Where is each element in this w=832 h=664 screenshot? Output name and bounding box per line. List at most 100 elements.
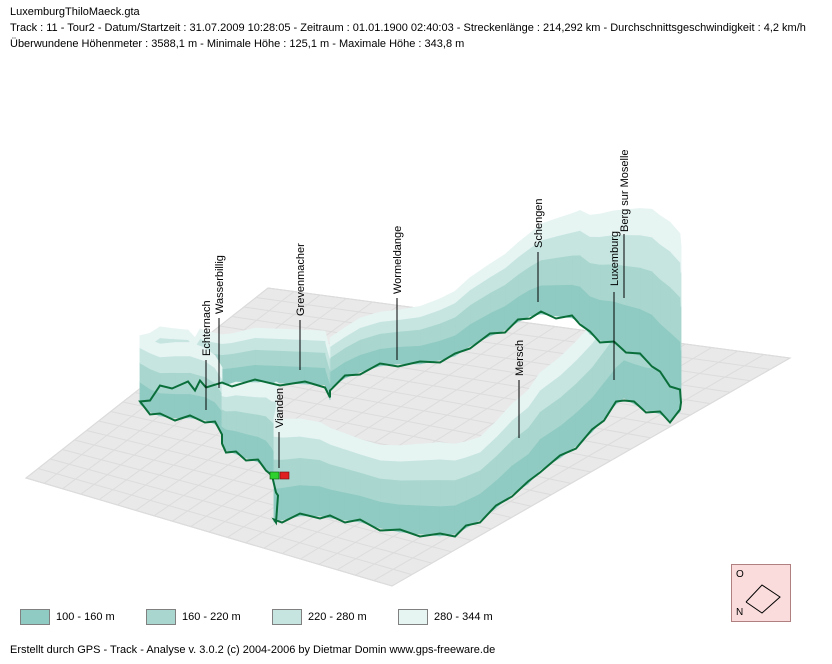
wall-band-segment [299, 484, 321, 517]
legend-label: 100 - 160 m [56, 611, 115, 623]
wall-band-segment [571, 209, 581, 233]
wall-band-segment [174, 393, 191, 419]
compass-top-letter: O [736, 569, 744, 580]
legend-label: 280 - 344 m [434, 611, 493, 623]
wall-band-segment [273, 436, 283, 460]
wall-band-segment [279, 328, 306, 341]
wall-band-segment [589, 236, 601, 265]
wall-band-segment [299, 457, 321, 487]
wall-band-segment [245, 395, 259, 415]
start-marker [269, 471, 280, 480]
wall-band-segment [304, 329, 326, 342]
wall-band-segment [555, 255, 573, 286]
wall-band-segment [245, 382, 259, 398]
wall-band-segment [235, 410, 247, 435]
grid-line [391, 357, 791, 587]
wall-band-segment [571, 254, 581, 287]
wall-band-segment [669, 331, 681, 393]
wall-band-segment [419, 504, 441, 537]
place-label: Vianden [274, 388, 286, 428]
wall-band-segment [279, 350, 306, 368]
wall-band-segment [379, 319, 399, 334]
wall-band-segment [379, 444, 401, 462]
place-label: Echternach [201, 300, 213, 356]
track-path [138, 310, 683, 538]
wall-band-segment [254, 327, 281, 340]
place-label: Grevenmacher [295, 243, 307, 316]
wall-band-segment [221, 395, 227, 412]
grid-line [255, 297, 771, 370]
wall-band-segment [171, 328, 189, 341]
wall-band-segment [319, 459, 331, 490]
wall-band-segment [659, 278, 671, 333]
wall-band-segment [299, 435, 321, 461]
wall-band-segment [589, 262, 601, 301]
wall-band-segment [454, 499, 467, 535]
wall-band-segment [615, 359, 625, 405]
wall-band-segment [159, 326, 173, 340]
wall-band-segment [439, 479, 456, 507]
wall-band-segment [245, 412, 259, 438]
wall-band-segment [159, 372, 176, 395]
wall-band-segment [399, 459, 421, 481]
wall-band-segment [299, 418, 321, 440]
legend-label: 160 - 220 m [182, 611, 241, 623]
wall-band-segment [221, 408, 227, 430]
wall-band-segment [454, 456, 467, 481]
end-marker [279, 471, 290, 480]
wall-band-segment [329, 463, 346, 493]
wall-band-segment [245, 433, 259, 463]
wall-band-segment [625, 265, 641, 310]
wall-band-segment [399, 443, 421, 462]
wall-band-segment [257, 414, 267, 441]
wall-band-segment [225, 394, 237, 412]
wall-band-segment [625, 304, 641, 357]
wall-band-segment [281, 435, 301, 460]
legend-label: 220 - 280 m [308, 611, 367, 623]
legend-swatch [20, 609, 50, 625]
wall-band-segment [221, 384, 227, 398]
wall-band-segment [379, 459, 401, 481]
legend-swatch [146, 609, 176, 625]
compass-box: O N [731, 564, 791, 622]
wall-band-segment [304, 339, 326, 353]
legend-swatch [398, 609, 428, 625]
grid-line [267, 287, 791, 359]
wall-band-segment [225, 428, 237, 455]
wall-band-segment [454, 441, 467, 461]
wall-band-segment [174, 342, 191, 357]
wall-band-segment [639, 208, 653, 238]
elevation-walls [139, 208, 682, 537]
elevation-info: Überwundene Höhenmeter : 3588,1 m - Mini… [10, 38, 465, 50]
wall-band-segment [571, 230, 581, 256]
wall-band-segment [555, 232, 573, 259]
wall-band-segment [254, 337, 281, 351]
footer-credit: Erstellt durch GPS - Track - Analyse v. … [10, 644, 496, 656]
wall-band-segment [159, 342, 176, 358]
wall-band-segment [344, 491, 361, 523]
wall-band-segment [344, 467, 361, 496]
wall-band-segment [329, 488, 346, 521]
wall-band-segment [257, 381, 267, 398]
wall-band-segment [159, 355, 176, 374]
place-label: Luxemburg [609, 231, 621, 286]
wall-band-segment [555, 213, 573, 237]
wall-band-segment [555, 284, 573, 319]
wall-band-segment [540, 284, 557, 317]
wall-band-segment [279, 338, 306, 352]
track-line [138, 310, 683, 538]
compass-arrow-icon [745, 584, 781, 614]
wall-band-segment [379, 331, 399, 350]
wall-band-segment [221, 333, 233, 345]
wall-band-segment [254, 349, 281, 367]
wall-band-segment [419, 442, 441, 461]
grid-line [373, 354, 765, 582]
wall-band-segment [221, 342, 233, 356]
wall-band-segment [257, 396, 267, 417]
wall-band-segment [379, 501, 401, 533]
wall-band-segment [639, 267, 653, 315]
wall-band-segment [225, 410, 237, 432]
wall-band-segment [379, 477, 401, 505]
